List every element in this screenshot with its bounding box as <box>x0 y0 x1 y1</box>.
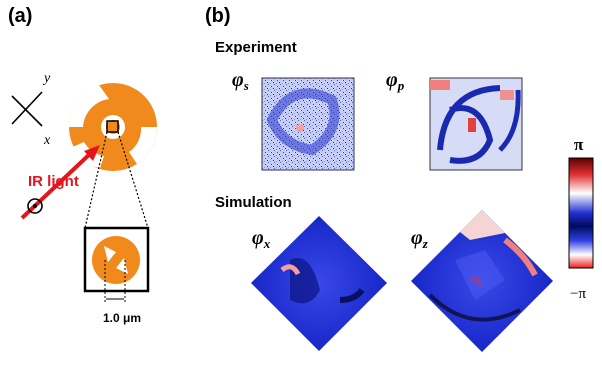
simulation-map-z <box>411 210 553 352</box>
beam-label: IR light <box>28 173 79 190</box>
map-label: φs <box>232 69 249 93</box>
experiment-map-s <box>261 77 355 171</box>
zoom-box <box>106 120 119 133</box>
map-symbol: φ <box>252 227 264 249</box>
colorbar <box>568 157 594 269</box>
experiment-map-p <box>429 77 523 171</box>
zoom-view <box>83 226 150 302</box>
map-subscript: z <box>422 236 429 251</box>
axis-label: x <box>43 133 51 148</box>
simulation-map-x <box>251 216 387 351</box>
map-subscript: p <box>397 78 405 93</box>
map-label: φp <box>386 69 405 93</box>
panel-label: (a) <box>8 5 32 27</box>
ir-beam <box>20 145 100 220</box>
colorbar-min: −π <box>570 286 586 302</box>
map-label: φx <box>252 227 271 251</box>
scale-bar-label: 1.0 μm <box>103 311 141 325</box>
panel-label: (b) <box>205 5 231 27</box>
axes-icon <box>11 91 43 127</box>
axis-label: y <box>42 71 51 86</box>
section-title: Experiment <box>215 39 297 56</box>
zoom-lines <box>84 131 149 229</box>
map-subscript: x <box>263 236 271 251</box>
map-label: φz <box>411 227 429 251</box>
colorbar-max: π <box>574 135 584 154</box>
map-symbol: φ <box>411 227 423 249</box>
map-symbol: φ <box>232 69 244 91</box>
map-subscript: s <box>243 78 249 93</box>
section-title: Simulation <box>215 194 292 211</box>
spiral-structure <box>68 83 158 171</box>
map-symbol: φ <box>386 69 398 91</box>
